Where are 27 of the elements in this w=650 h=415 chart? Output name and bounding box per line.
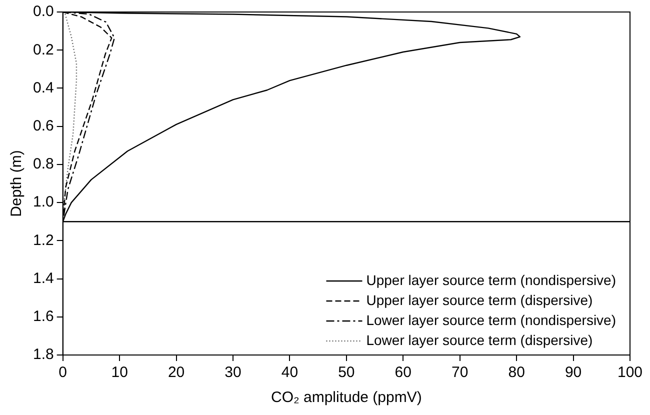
y-tick-label: 0.0 <box>32 3 54 20</box>
legend-label: Lower layer source term (dispersive) <box>366 332 593 348</box>
x-tick-label: 30 <box>224 364 242 382</box>
x-tick-label: 90 <box>564 364 582 382</box>
x-tick-label: 80 <box>508 364 525 382</box>
x-axis-title: CO₂ amplitude (ppmV) <box>270 389 422 406</box>
legend-label: Lower layer source term (nondispersive) <box>366 312 616 328</box>
legend-label: Upper layer source term (nondispersive) <box>366 272 616 288</box>
y-tick-label: 1.0 <box>32 194 54 211</box>
y-tick-label: 0.2 <box>32 41 54 58</box>
y-tick-label: 1.8 <box>32 346 54 364</box>
x-tick-label: 100 <box>617 364 643 382</box>
legend-label: Upper layer source term (dispersive) <box>366 292 593 308</box>
y-tick-label: 1.6 <box>32 308 54 326</box>
x-tick-label: 60 <box>394 364 412 382</box>
x-tick-label: 40 <box>281 364 298 382</box>
x-tick-label: 0 <box>58 364 68 382</box>
y-tick-label: 0.6 <box>32 117 54 134</box>
y-axis-title: Depth (m) <box>8 150 26 217</box>
x-tick-label: 20 <box>168 364 185 382</box>
x-tick-label: 50 <box>338 364 355 382</box>
y-tick-label: 0.8 <box>32 156 54 173</box>
y-tick-label: 1.4 <box>32 270 54 287</box>
x-tick-label: 10 <box>111 364 128 382</box>
y-tick-label: 0.4 <box>32 79 54 96</box>
y-tick-label: 1.2 <box>32 232 54 249</box>
x-tick-label: 70 <box>452 364 468 382</box>
